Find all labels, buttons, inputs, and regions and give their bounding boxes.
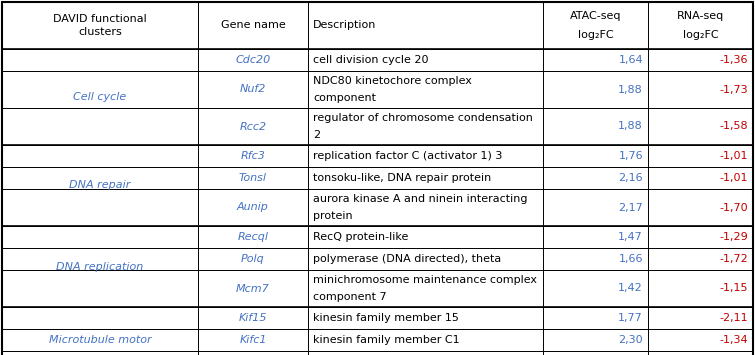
Bar (2, 49, 753, 71)
Bar (2, 329, 753, 351)
Text: minichromosome maintenance complex: minichromosome maintenance complex (313, 275, 537, 285)
Text: Cdc20: Cdc20 (236, 55, 270, 65)
Text: 2: 2 (313, 130, 320, 140)
Bar (2, 226, 753, 248)
Bar (2, 145, 753, 167)
Text: Kif15: Kif15 (239, 313, 267, 323)
Text: -1,34: -1,34 (720, 335, 748, 345)
Text: -1,58: -1,58 (720, 121, 748, 131)
Text: Description: Description (313, 21, 377, 31)
Text: -1,36: -1,36 (720, 55, 748, 65)
Text: 1,77: 1,77 (618, 313, 643, 323)
Text: 1,88: 1,88 (618, 121, 643, 131)
Text: component: component (313, 93, 376, 103)
Text: replication factor C (activator 1) 3: replication factor C (activator 1) 3 (313, 151, 502, 161)
Text: Rcc2: Rcc2 (239, 121, 267, 131)
Text: -1,73: -1,73 (720, 84, 748, 94)
Text: 1,76: 1,76 (618, 151, 643, 161)
Text: -1,29: -1,29 (720, 232, 748, 242)
Bar (2, 2, 753, 49)
Text: RecQ protein-like: RecQ protein-like (313, 232, 408, 242)
Text: 1,88: 1,88 (618, 84, 643, 94)
Text: kinesin family member C1: kinesin family member C1 (313, 335, 460, 345)
Text: Aunip: Aunip (237, 202, 269, 213)
Bar (2, 248, 753, 270)
Text: log₂FC: log₂FC (683, 30, 718, 40)
Text: Polq: Polq (241, 254, 265, 264)
Text: -1,70: -1,70 (720, 202, 748, 213)
Text: protein: protein (313, 211, 353, 221)
Text: Tonsl: Tonsl (239, 173, 267, 183)
Text: aurora kinase A and ninein interacting: aurora kinase A and ninein interacting (313, 194, 528, 204)
Text: -1,72: -1,72 (720, 254, 748, 264)
Text: Cell cycle: Cell cycle (73, 92, 127, 102)
Text: polymerase (DNA directed), theta: polymerase (DNA directed), theta (313, 254, 501, 264)
Text: kinesin family member 15: kinesin family member 15 (313, 313, 459, 323)
Text: regulator of chromosome condensation: regulator of chromosome condensation (313, 113, 533, 123)
Bar (2, 71, 753, 108)
Text: 1,47: 1,47 (618, 232, 643, 242)
Text: ATAC-seq: ATAC-seq (570, 11, 621, 21)
Text: 2,16: 2,16 (618, 173, 643, 183)
Text: tonsoku-like, DNA repair protein: tonsoku-like, DNA repair protein (313, 173, 492, 183)
Text: cell division cycle 20: cell division cycle 20 (313, 55, 429, 65)
Text: Nuf2: Nuf2 (240, 84, 267, 94)
Bar (2, 108, 753, 145)
Text: 2,17: 2,17 (618, 202, 643, 213)
Bar (2, 351, 753, 355)
Bar (2, 307, 753, 329)
Text: log₂FC: log₂FC (578, 30, 613, 40)
Text: component 7: component 7 (313, 292, 387, 302)
Text: RNA-seq: RNA-seq (677, 11, 724, 21)
Text: -1,15: -1,15 (720, 284, 748, 294)
Text: -1,01: -1,01 (720, 173, 748, 183)
Bar (2, 270, 753, 307)
Text: DNA repair: DNA repair (69, 180, 131, 191)
Bar (2, 167, 753, 189)
Text: Gene name: Gene name (220, 21, 285, 31)
Text: DAVID functional
clusters: DAVID functional clusters (53, 14, 147, 37)
Text: Kifc1: Kifc1 (239, 335, 267, 345)
Text: 2,30: 2,30 (618, 335, 643, 345)
Text: 1,42: 1,42 (618, 284, 643, 294)
Text: NDC80 kinetochore complex: NDC80 kinetochore complex (313, 76, 472, 86)
Text: Microtubule motor: Microtubule motor (48, 335, 151, 345)
Text: 1,66: 1,66 (618, 254, 643, 264)
Text: DNA replication: DNA replication (57, 262, 143, 272)
Text: Rfc3: Rfc3 (241, 151, 266, 161)
Text: Recql: Recql (238, 232, 269, 242)
Text: -1,01: -1,01 (720, 151, 748, 161)
Text: 1,64: 1,64 (618, 55, 643, 65)
Text: -2,11: -2,11 (720, 313, 748, 323)
Bar (2, 189, 753, 226)
Text: Mcm7: Mcm7 (236, 284, 270, 294)
